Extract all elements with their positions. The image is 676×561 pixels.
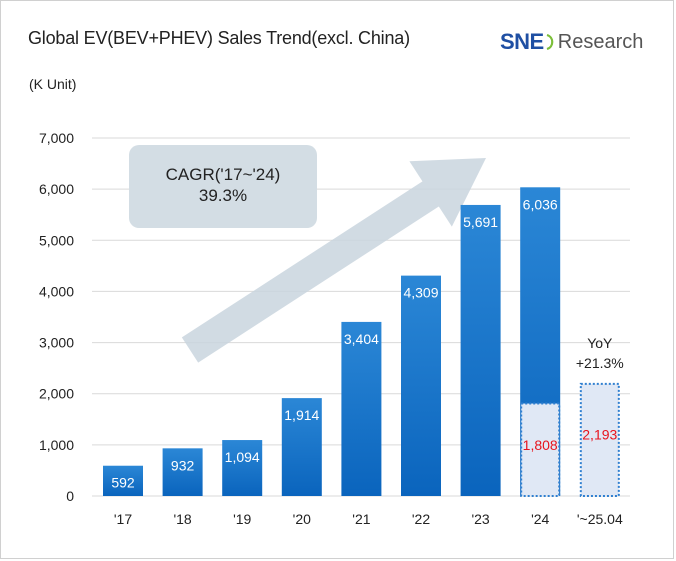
bar-value-label: 1,914 bbox=[284, 407, 319, 423]
x-tick-label: '21 bbox=[352, 511, 370, 527]
x-tick-label: '17 bbox=[114, 511, 132, 527]
bar-value-label: 4,309 bbox=[403, 285, 438, 301]
unit-label: (K Unit) bbox=[29, 76, 77, 92]
bar-value-label: 3,404 bbox=[344, 331, 379, 347]
y-tick-label: 5,000 bbox=[39, 232, 74, 248]
logo-brand: SNE bbox=[500, 29, 544, 54]
cagr-label: CAGR('17~'24) bbox=[165, 165, 281, 184]
bar-0 bbox=[103, 465, 143, 496]
bar-5 bbox=[401, 275, 441, 496]
bar-value-label: 5,691 bbox=[463, 214, 498, 230]
partial-value-label: 1,808 bbox=[523, 437, 558, 453]
trend-arrow-shape bbox=[181, 158, 487, 363]
bar-2 bbox=[222, 440, 263, 496]
yoy-value: +21.3% bbox=[576, 355, 624, 371]
y-tick-label: 2,000 bbox=[39, 386, 74, 402]
partial-value-label: 2,193 bbox=[582, 426, 617, 442]
y-tick-label: 1,000 bbox=[39, 437, 74, 453]
partial-bar-7 bbox=[520, 402, 561, 498]
partial-bar-8 bbox=[579, 382, 620, 498]
y-tick-label: 7,000 bbox=[39, 130, 74, 146]
x-tick-label: '24 bbox=[531, 511, 549, 527]
y-tick-label: 0 bbox=[66, 488, 74, 504]
bar-value-label: 592 bbox=[111, 475, 135, 491]
sne-research-logo: SNE Research bbox=[500, 27, 643, 57]
y-tick-label: 4,000 bbox=[39, 283, 74, 299]
bar-value-label: 932 bbox=[171, 457, 195, 473]
y-tick-label: 6,000 bbox=[39, 181, 74, 197]
logo-swirl-icon bbox=[546, 33, 554, 51]
x-tick-label: '18 bbox=[173, 511, 191, 527]
bar-6 bbox=[460, 204, 501, 497]
cagr-value: 39.3% bbox=[198, 186, 248, 205]
bar-3 bbox=[281, 398, 322, 496]
bar-4 bbox=[341, 321, 382, 496]
x-tick-label: '19 bbox=[233, 511, 251, 527]
x-tick-label: '22 bbox=[412, 511, 430, 527]
chart-title: Global EV(BEV+PHEV) Sales Trend(excl. Ch… bbox=[28, 28, 410, 48]
trend-arrow-icon bbox=[181, 158, 487, 363]
logo-suffix: Research bbox=[557, 30, 644, 53]
bar-value-label: 1,094 bbox=[225, 449, 260, 465]
x-tick-label: '~25.04 bbox=[577, 511, 623, 527]
cagr-callout: CAGR('17~'24) 39.3% bbox=[129, 145, 317, 228]
y-tick-label: 3,000 bbox=[39, 335, 74, 351]
bar-value-label: 6,036 bbox=[523, 196, 558, 212]
x-tick-label: '20 bbox=[293, 511, 311, 527]
bar-1 bbox=[162, 448, 203, 496]
yoy-label: YoY bbox=[587, 335, 613, 351]
x-tick-label: '23 bbox=[471, 511, 489, 527]
